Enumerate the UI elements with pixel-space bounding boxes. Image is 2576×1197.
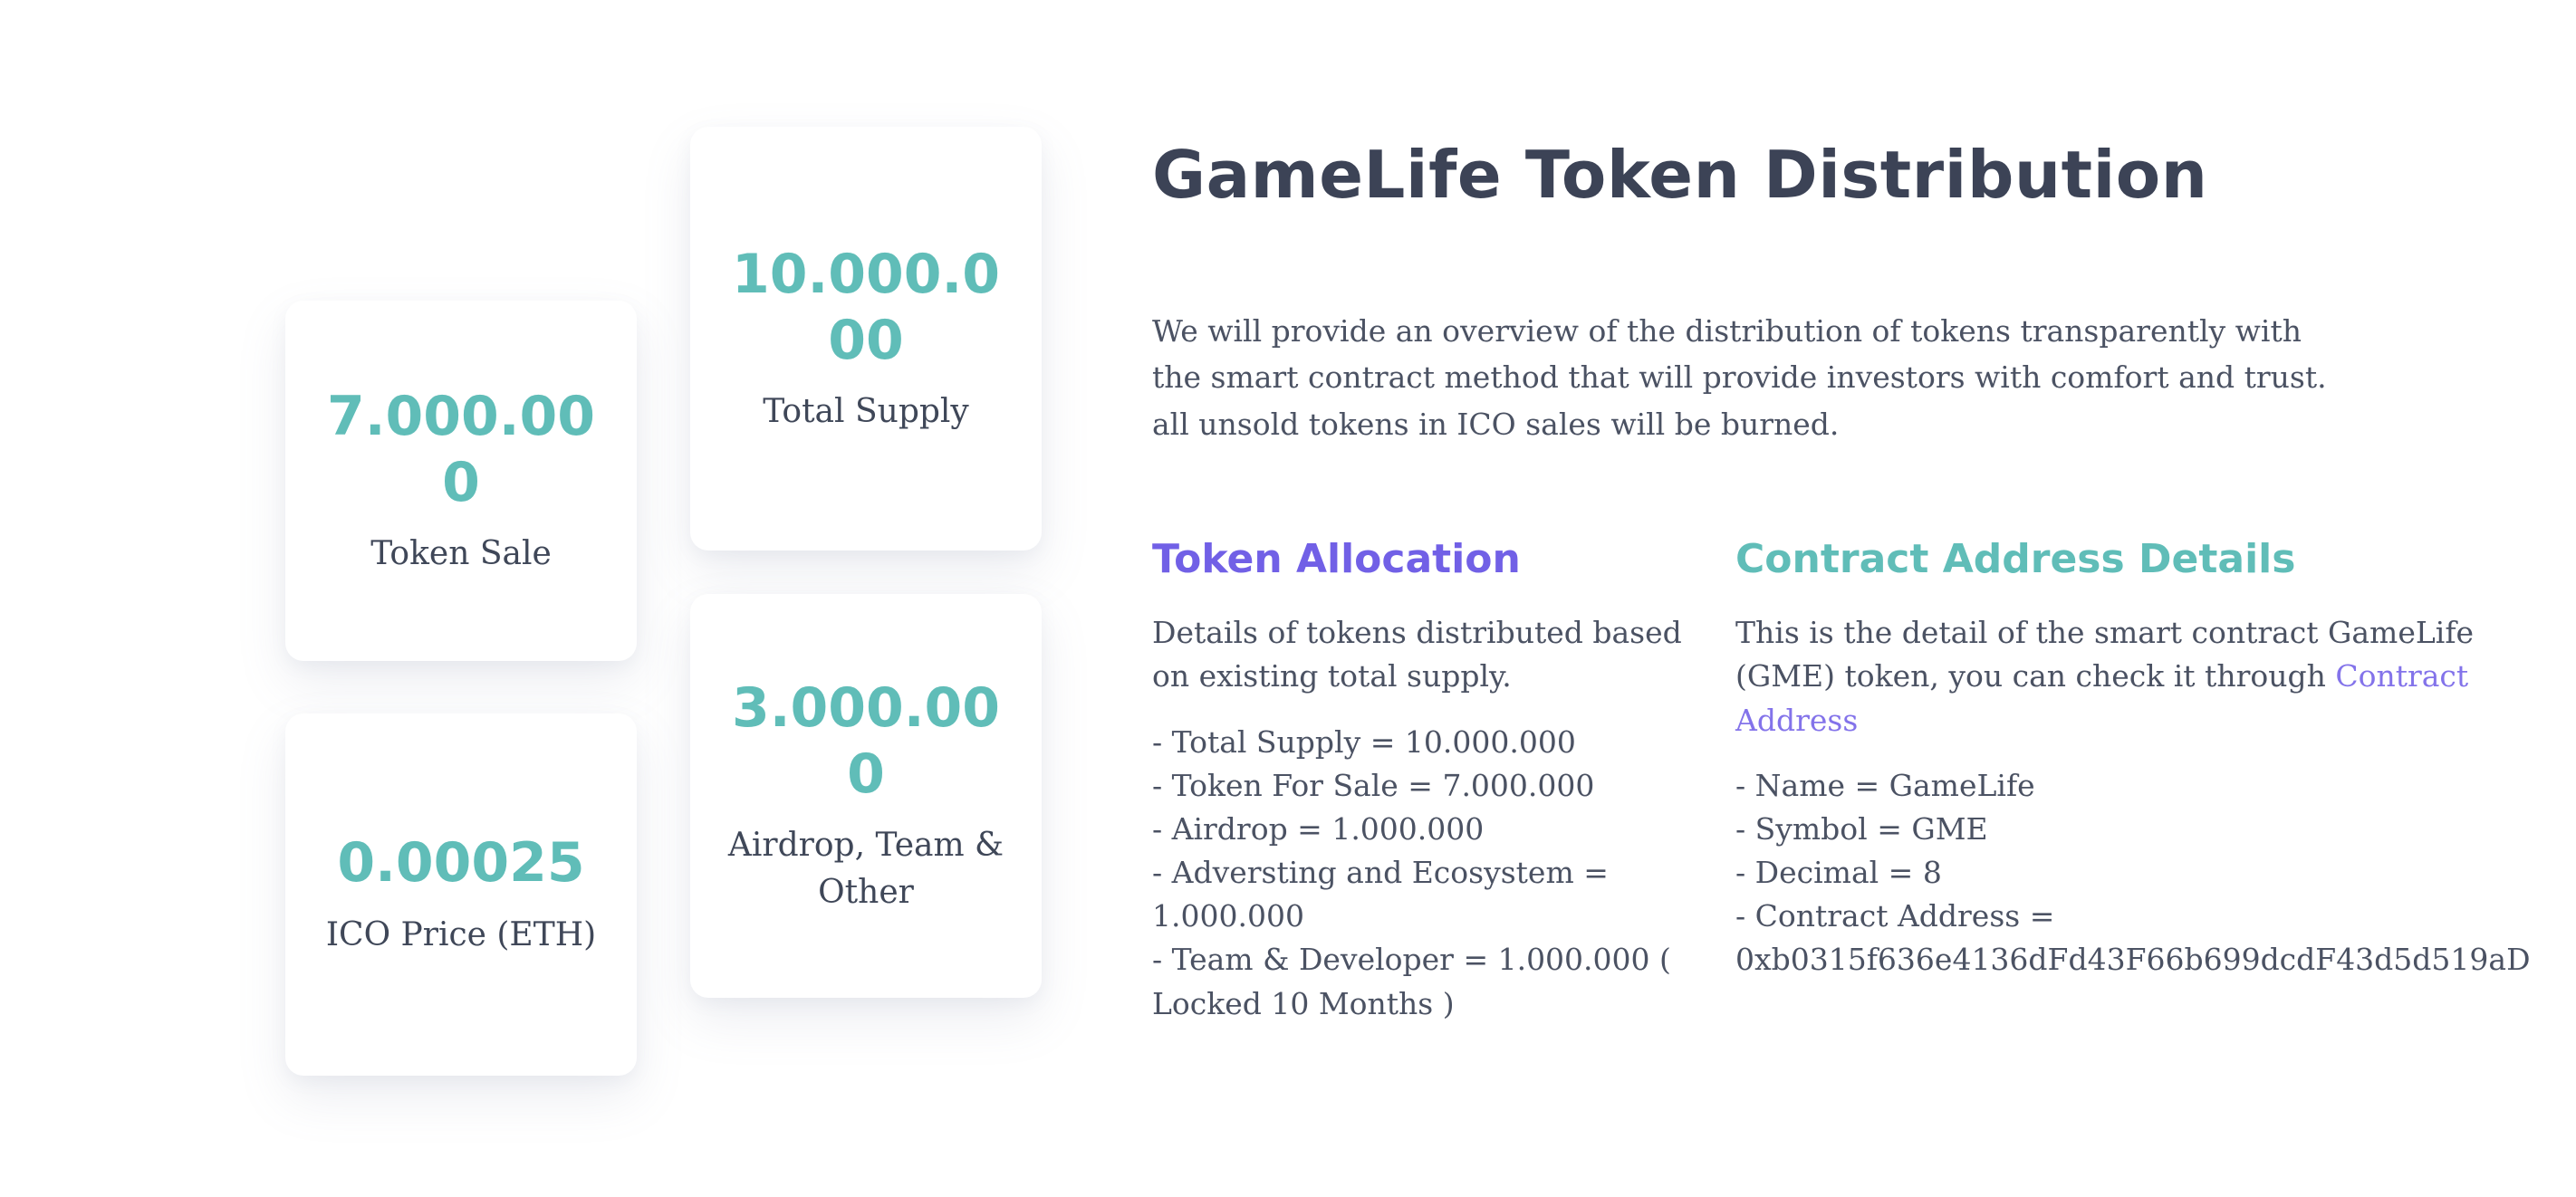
stat-label-airdrop: Airdrop, Team & Other [727,827,1004,912]
stat-card-airdrop: 3.000.000 Airdrop, Team & Other [690,594,1042,998]
stat-card-ico-price: 0.00025 ICO Price (ETH) [285,713,637,1076]
contract-details-heading: Contract Address Details [1735,536,2296,583]
intro-paragraph: We will provide an overview of the distr… [1152,313,2327,442]
token-allocation-column: Token Allocation Details of tokens distr… [1152,536,1696,1025]
details-columns: Token Allocation Details of tokens distr… [1152,536,2531,1025]
list-item: - Total Supply = 10.000.000 [1152,723,1576,760]
token-allocation-description: Details of tokens distributed based on e… [1152,615,1682,694]
list-item: - Contract Address = 0xb0315f636e4136dFd… [1735,898,2531,978]
stat-value-airdrop: 3.000.000 [731,675,1001,806]
contract-details-column: Contract Address Details This is the det… [1735,536,2531,1025]
contract-address-link[interactable]: Contract Address [1735,658,2469,738]
stat-value-total-supply: 10.000.000 [731,242,1001,372]
contract-description-text: This is the detail of the smart contract… [1735,615,2475,694]
content-area: GameLife Token Distribution We will prov… [1152,134,2531,1026]
contract-details-description: This is the detail of the smart contract… [1735,611,2505,742]
stat-label-total-supply: Total Supply [763,393,969,431]
page-title: GameLife Token Distribution [1152,137,2208,213]
stat-value-token-sale: 7.000.000 [326,384,596,514]
list-item: - Airdrop = 1.000.000 [1152,810,1485,847]
list-item: - Name = GameLife [1735,767,2035,803]
stat-card-token-sale: 7.000.000 Token Sale [285,301,637,661]
stat-label-token-sale: Token Sale [370,535,552,573]
list-item: - Decimal = 8 [1735,855,1942,891]
list-item: - Team & Developer = 1.000.000 ( Locked … [1152,942,1671,1021]
stat-card-total-supply: 10.000.000 Total Supply [690,127,1042,551]
stat-label-ico-price: ICO Price (ETH) [325,915,597,953]
stat-value-ico-price: 0.00025 [337,831,585,895]
list-item: - Token For Sale = 7.000.000 [1152,767,1595,803]
contract-details-list: - Name = GameLife - Symbol = GME - Decim… [1735,764,2531,982]
list-item: - Symbol = GME [1735,810,1988,847]
token-allocation-list: - Total Supply = 10.000.000 - Token For … [1152,721,1696,1026]
token-allocation-heading: Token Allocation [1152,536,1521,583]
list-item: - Adversting and Ecosystem = 1.000.000 [1152,855,1609,934]
